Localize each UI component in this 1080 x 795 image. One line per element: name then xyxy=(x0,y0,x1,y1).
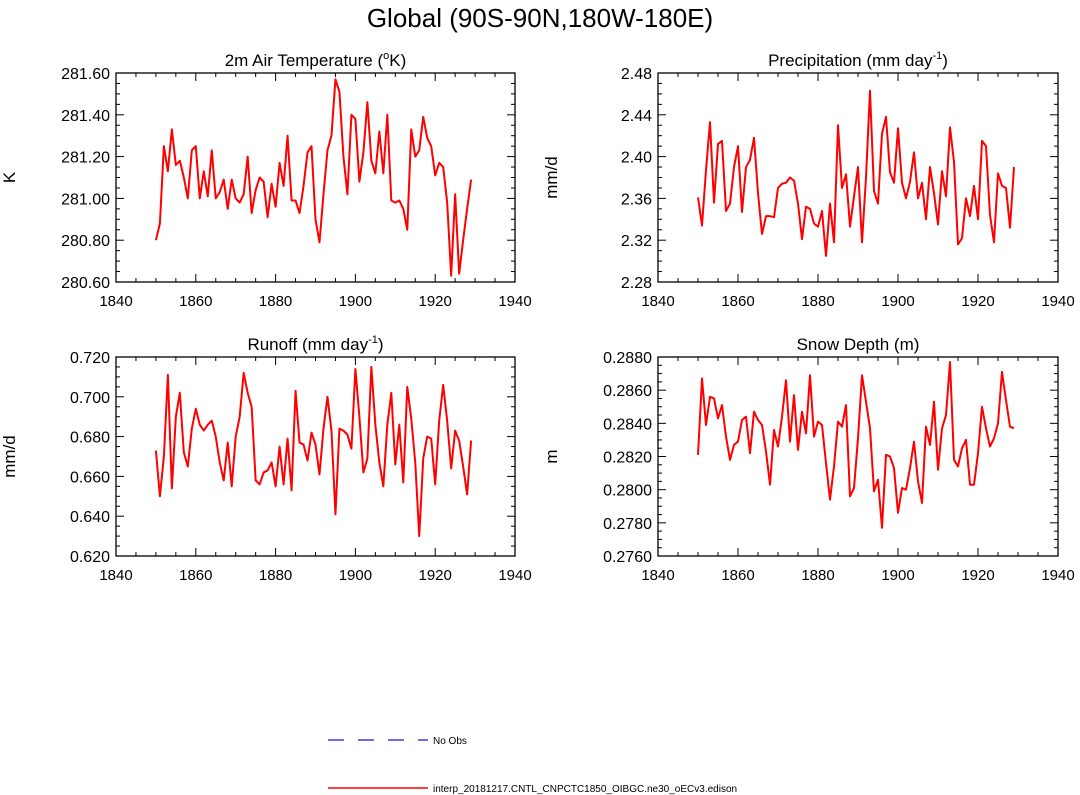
series-line-runoff xyxy=(154,365,473,538)
y-tick-label: 0.2880 xyxy=(603,350,652,367)
x-tick-label: 1840 xyxy=(641,293,674,310)
y-tick-label: 0.680 xyxy=(70,430,110,447)
y-tick-label: 280.60 xyxy=(61,275,110,292)
x-tick-label: 1840 xyxy=(641,567,674,584)
x-tick-label: 1860 xyxy=(179,293,212,310)
x-tick-label: 1920 xyxy=(419,293,452,310)
y-tick-label: 0.2800 xyxy=(603,483,652,500)
y-tick-label: 2.44 xyxy=(621,108,652,125)
y-tick-label: 0.700 xyxy=(70,390,110,407)
y-tick-label: 2.36 xyxy=(621,191,652,208)
x-tick-label: 1920 xyxy=(961,567,994,584)
panel-temperature: 1840 1860 1880 1900 1920 1940 280.60 280.80 281.… xyxy=(0,50,532,310)
y-tick-label: 2.28 xyxy=(621,275,652,292)
y-tick-label: 281.40 xyxy=(61,108,110,125)
x-tick-label: 1920 xyxy=(419,567,452,584)
x-tick-label: 1900 xyxy=(339,293,372,310)
y-tick-label: 0.720 xyxy=(70,350,110,367)
y-tick-label: 280.80 xyxy=(61,233,110,250)
series-line-temperature xyxy=(154,78,473,277)
panel-snow-depth: 1840 1860 1880 1900 1920 1940 0.2760 0.2780 0.28… xyxy=(542,335,1075,584)
x-tick-label: 1860 xyxy=(179,567,212,584)
plot-frame xyxy=(115,356,516,557)
y-tick-label: 0.2760 xyxy=(603,549,652,566)
legend-label-no-obs: No Obs xyxy=(433,736,467,747)
x-tick-label: 1880 xyxy=(801,567,834,584)
y-axis-label: K xyxy=(0,171,19,183)
y-tick-label: 2.48 xyxy=(621,66,652,83)
x-tick-label: 1880 xyxy=(259,567,292,584)
y-axis-label: mm/d xyxy=(0,435,19,478)
y-axis-label: mm/d xyxy=(542,156,561,199)
x-tick-label: 1940 xyxy=(498,567,531,584)
x-tick-label: 1880 xyxy=(801,293,834,310)
panel-runoff: 1840 1860 1880 1900 1920 1940 0.620 0.640 0.660 0… xyxy=(0,334,532,584)
legend-label-model: interp_20181217.CNTL_CNPCTC1850_OIBGC.ne… xyxy=(433,784,737,795)
x-tick-label: 1860 xyxy=(721,567,754,584)
y-tick-label: 281.20 xyxy=(61,150,110,167)
y-tick-label: 0.2820 xyxy=(603,450,652,467)
panel-title: Precipitation (mm day-1) xyxy=(768,50,948,70)
x-tick-label: 1940 xyxy=(1041,293,1074,310)
y-tick-label: 0.620 xyxy=(70,549,110,566)
y-tick-label: 0.2780 xyxy=(603,516,652,533)
plot-frame xyxy=(115,72,516,283)
figure-title: Global (90S-90N,180W-180E) xyxy=(367,3,713,33)
x-tick-label: 1840 xyxy=(99,293,132,310)
x-tick-label: 1940 xyxy=(1041,567,1074,584)
panel-title: Runoff (mm day-1) xyxy=(247,334,383,354)
y-tick-label: 2.32 xyxy=(621,233,652,250)
series-line-precipitation xyxy=(697,89,1015,257)
x-tick-label: 1940 xyxy=(498,293,531,310)
x-tick-label: 1900 xyxy=(881,567,914,584)
x-tick-label: 1840 xyxy=(99,567,132,584)
y-tick-label: 281.00 xyxy=(61,191,110,208)
y-tick-label: 0.2840 xyxy=(603,416,652,433)
x-tick-label: 1900 xyxy=(339,567,372,584)
x-tick-label: 1900 xyxy=(881,293,914,310)
x-tick-label: 1860 xyxy=(721,293,754,310)
panel-title: 2m Air Temperature (oK) xyxy=(225,50,407,70)
y-tick-label: 2.40 xyxy=(621,150,652,167)
series-line-snow-depth xyxy=(697,360,1015,529)
x-tick-label: 1920 xyxy=(961,293,994,310)
y-tick-label: 0.660 xyxy=(70,469,110,486)
y-axis-label: m xyxy=(542,449,561,463)
x-tick-label: 1880 xyxy=(259,293,292,310)
y-tick-label: 0.640 xyxy=(70,509,110,526)
panel-title: Snow Depth (m) xyxy=(797,335,920,354)
plot-frame xyxy=(657,356,1059,557)
y-tick-label: 0.2860 xyxy=(603,383,652,400)
panel-precipitation: 1840 1860 1880 1900 1920 1940 2.28 2.32 2.36 2.40… xyxy=(542,50,1075,310)
y-tick-label: 281.60 xyxy=(61,66,110,83)
legend: No Obs interp_20181217.CNTL_CNPCTC1850_O… xyxy=(328,736,737,795)
